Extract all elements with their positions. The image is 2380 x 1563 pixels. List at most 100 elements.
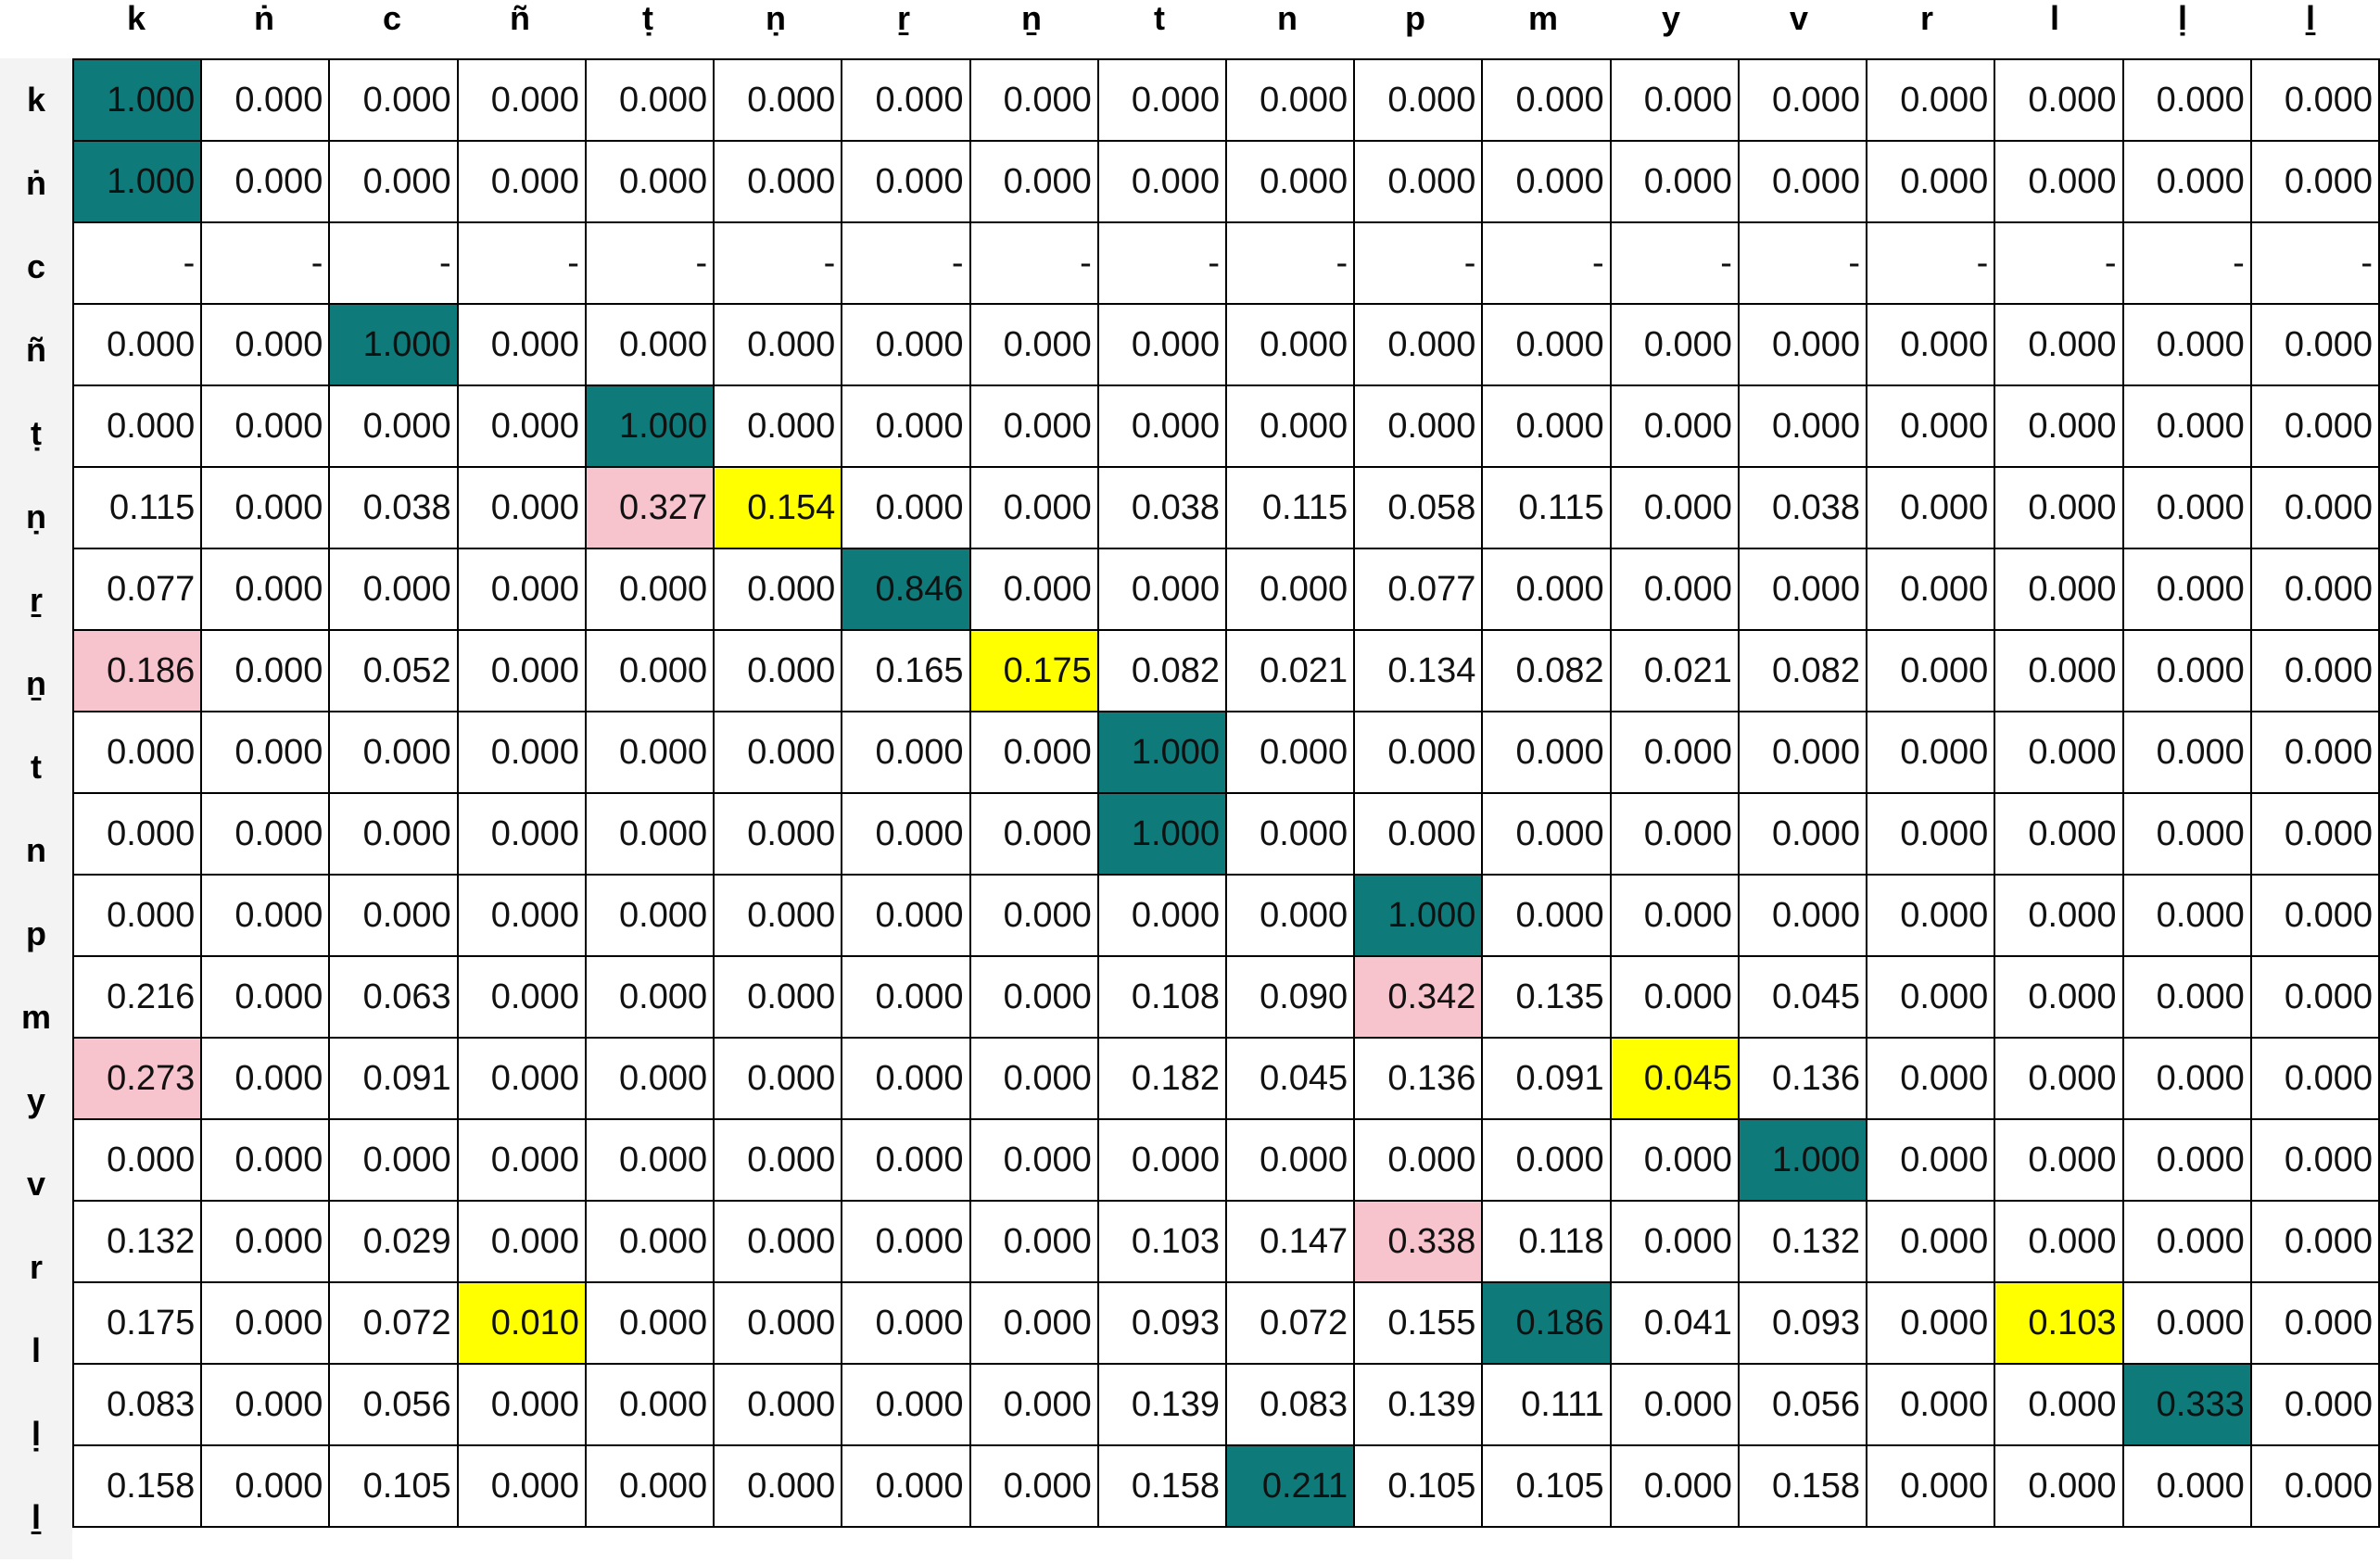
table-cell[interactable]: 0.132 xyxy=(71,1200,203,1283)
table-cell[interactable]: 0.273 xyxy=(71,1037,203,1120)
table-cell[interactable]: 0.000 xyxy=(200,1200,331,1283)
table-cell[interactable]: 0.000 xyxy=(1866,874,1996,957)
table-cell[interactable]: 0.000 xyxy=(2249,711,2380,794)
table-cell[interactable]: 0.010 xyxy=(456,1281,587,1365)
table-cell[interactable]: 0.000 xyxy=(456,1444,587,1528)
table-cell[interactable]: 0.000 xyxy=(713,874,843,957)
table-cell[interactable]: 0.000 xyxy=(2121,1200,2252,1283)
table-cell[interactable]: 0.000 xyxy=(1353,303,1484,386)
table-cell[interactable]: 0.000 xyxy=(1096,140,1227,223)
table-cell[interactable]: 0.000 xyxy=(841,140,971,223)
table-cell[interactable]: 0.000 xyxy=(1096,548,1227,631)
table-cell[interactable]: 0.056 xyxy=(328,1363,459,1446)
table-cell[interactable]: 0.000 xyxy=(584,1363,715,1446)
table-cell[interactable]: 0.118 xyxy=(1481,1200,1612,1283)
table-cell[interactable]: 0.000 xyxy=(1224,303,1356,386)
table-cell[interactable]: 0.000 xyxy=(841,1200,971,1283)
table-cell[interactable]: 0.000 xyxy=(1353,792,1484,876)
table-cell[interactable]: 0.000 xyxy=(200,58,331,142)
table-cell[interactable]: 0.000 xyxy=(200,874,331,957)
table-cell[interactable]: 0.000 xyxy=(2249,1118,2380,1202)
table-cell[interactable]: 0.000 xyxy=(1737,874,1868,957)
table-cell[interactable]: 0.021 xyxy=(1609,629,1740,712)
table-cell[interactable]: 1.000 xyxy=(584,384,715,468)
table-cell[interactable]: 0.000 xyxy=(1737,384,1868,468)
table-cell[interactable]: 0.000 xyxy=(713,711,843,794)
table-cell[interactable]: 0.000 xyxy=(1609,548,1740,631)
table-cell[interactable]: 1.000 xyxy=(71,140,203,223)
table-cell[interactable]: 0.000 xyxy=(1481,58,1612,142)
table-cell[interactable]: - xyxy=(1994,221,2124,305)
table-cell[interactable]: 0.000 xyxy=(968,140,1099,223)
table-cell[interactable]: 0.000 xyxy=(841,1363,971,1446)
table-cell[interactable]: 0.000 xyxy=(2121,874,2252,957)
table-cell[interactable]: 0.158 xyxy=(71,1444,203,1528)
table-cell[interactable]: 0.000 xyxy=(1994,955,2124,1039)
table-cell[interactable]: 0.000 xyxy=(1866,384,1996,468)
table-cell[interactable]: 0.000 xyxy=(1994,1037,2124,1120)
table-cell[interactable]: 0.091 xyxy=(328,1037,459,1120)
table-cell[interactable]: 0.000 xyxy=(2249,1037,2380,1120)
table-cell[interactable]: 0.000 xyxy=(1096,874,1227,957)
table-cell[interactable]: 0.135 xyxy=(1481,955,1612,1039)
table-cell[interactable]: 0.000 xyxy=(584,1200,715,1283)
table-cell[interactable]: 0.000 xyxy=(841,1281,971,1365)
table-cell[interactable]: 0.000 xyxy=(1994,1363,2124,1446)
table-cell[interactable]: - xyxy=(1609,221,1740,305)
table-cell[interactable]: - xyxy=(968,221,1099,305)
table-cell[interactable]: 0.000 xyxy=(2121,629,2252,712)
table-cell[interactable]: - xyxy=(841,221,971,305)
table-cell[interactable]: 0.000 xyxy=(1481,1118,1612,1202)
table-cell[interactable]: 0.000 xyxy=(2249,384,2380,468)
table-cell[interactable]: 0.333 xyxy=(2121,1363,2252,1446)
table-cell[interactable]: 0.000 xyxy=(456,58,587,142)
table-cell[interactable]: 0.000 xyxy=(1353,384,1484,468)
table-cell[interactable]: 0.000 xyxy=(71,384,203,468)
table-cell[interactable]: 0.000 xyxy=(1994,548,2124,631)
table-cell[interactable]: 0.000 xyxy=(2249,140,2380,223)
table-cell[interactable]: 0.000 xyxy=(584,1281,715,1365)
table-cell[interactable]: 0.000 xyxy=(2249,874,2380,957)
table-cell[interactable]: 0.000 xyxy=(2121,711,2252,794)
table-cell[interactable]: 0.000 xyxy=(713,955,843,1039)
table-cell[interactable]: 0.021 xyxy=(1224,629,1356,712)
table-cell[interactable]: 0.000 xyxy=(713,792,843,876)
table-cell[interactable]: 0.000 xyxy=(1866,1200,1996,1283)
table-cell[interactable]: 0.000 xyxy=(200,629,331,712)
table-cell[interactable]: 0.000 xyxy=(1224,711,1356,794)
table-cell[interactable]: 0.000 xyxy=(1224,384,1356,468)
table-cell[interactable]: - xyxy=(71,221,203,305)
table-cell[interactable]: 0.000 xyxy=(1737,792,1868,876)
table-cell[interactable]: 0.038 xyxy=(1096,466,1227,549)
table-cell[interactable]: - xyxy=(1353,221,1484,305)
table-cell[interactable]: 0.000 xyxy=(1224,548,1356,631)
table-cell[interactable]: 0.000 xyxy=(2121,792,2252,876)
table-cell[interactable]: 0.077 xyxy=(71,548,203,631)
table-cell[interactable]: 0.000 xyxy=(584,1037,715,1120)
table-cell[interactable]: 0.105 xyxy=(1481,1444,1612,1528)
table-cell[interactable]: 0.000 xyxy=(713,1363,843,1446)
table-cell[interactable]: 0.000 xyxy=(713,140,843,223)
table-cell[interactable]: 1.000 xyxy=(1737,1118,1868,1202)
table-cell[interactable]: 0.000 xyxy=(713,1118,843,1202)
table-cell[interactable]: 0.000 xyxy=(1096,1118,1227,1202)
table-cell[interactable]: 0.000 xyxy=(2249,1281,2380,1365)
table-cell[interactable]: 0.000 xyxy=(1737,548,1868,631)
table-cell[interactable]: 0.000 xyxy=(584,140,715,223)
table-cell[interactable]: 0.000 xyxy=(456,711,587,794)
table-cell[interactable]: 0.000 xyxy=(1994,384,2124,468)
table-cell[interactable]: 0.000 xyxy=(456,140,587,223)
table-cell[interactable]: 0.000 xyxy=(2121,1444,2252,1528)
table-cell[interactable]: 0.000 xyxy=(200,792,331,876)
table-cell[interactable]: 0.000 xyxy=(841,466,971,549)
table-cell[interactable]: 0.000 xyxy=(2249,792,2380,876)
table-cell[interactable]: 0.111 xyxy=(1481,1363,1612,1446)
table-cell[interactable]: 0.000 xyxy=(71,792,203,876)
table-cell[interactable]: 0.000 xyxy=(71,1118,203,1202)
table-cell[interactable]: 0.158 xyxy=(1096,1444,1227,1528)
table-cell[interactable]: 0.000 xyxy=(1994,466,2124,549)
table-cell[interactable]: 0.000 xyxy=(968,1118,1099,1202)
table-cell[interactable]: 0.000 xyxy=(328,58,459,142)
table-cell[interactable]: 0.000 xyxy=(968,384,1099,468)
table-cell[interactable]: - xyxy=(1481,221,1612,305)
